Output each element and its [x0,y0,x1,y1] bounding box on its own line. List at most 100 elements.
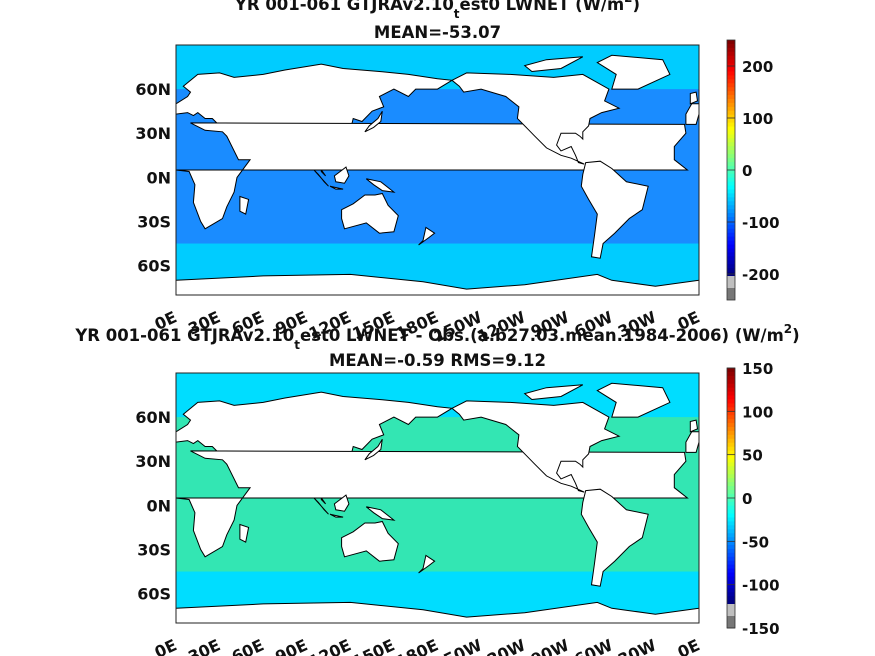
land-mass [580,160,649,259]
colorbar-segment [727,43,735,49]
colorbar-segment [727,264,735,269]
colorbar-segment [727,368,735,373]
colorbar-segment [727,580,735,585]
colorbar-segment [727,556,735,562]
colorbar-segment [727,564,735,570]
y-tick-label: 60S [137,257,171,276]
colorbar-tick-label: -200 [742,266,780,284]
colorbar-segment [727,407,735,412]
land-mass [329,513,344,518]
colorbar-segment [727,454,735,459]
land-mass [341,520,399,562]
colorbar-segment [727,391,735,397]
colorbar-segment [727,51,735,57]
y-tick-label: 0N [146,168,171,187]
colorbar-segment [727,240,735,246]
colorbar-segment [727,501,735,507]
colorbar-segment [727,576,735,581]
colorbar-under-dark [727,616,735,628]
land-mass [685,103,699,125]
colorbar-segment [727,513,735,518]
colorbar-segment [727,185,735,190]
y-tick-label: 30N [135,452,171,471]
colorbar-segment [727,197,735,202]
colorbar-segment [727,154,735,159]
colorbar-segment [727,201,735,206]
colorbar-segment [727,146,735,151]
colorbar-segment [727,521,735,526]
colorbar-segment [727,533,735,538]
colorbar-segment [727,40,735,45]
colorbar-segment [727,87,735,92]
colorbar-segment [727,446,735,452]
colorbar-segment [727,181,735,187]
colorbar-segment [727,399,735,404]
land-mass [365,178,396,193]
colorbar-segment [727,248,735,253]
colorbar-segment [727,260,735,265]
colorbar-segment [727,489,735,495]
chart-title-1: YR 001-061 GTJRAv2.10test0 LWNET (W/m2) [234,0,640,21]
x-tick-label: 150E [349,635,397,656]
colorbar-segment [727,588,735,593]
colorbar-segment [727,209,735,214]
x-tick-label: 30W [615,635,660,656]
colorbar-segment [727,55,735,61]
colorbar-tick-label: 0 [742,162,752,180]
colorbar-segment [727,220,735,226]
colorbar-tick-label: 200 [742,58,773,76]
colorbar-tick-label: -100 [742,577,780,595]
x-tick-label: 0E [675,635,703,656]
colorbar-segment [727,177,735,183]
colorbar-segment [727,75,735,80]
colorbar-segment [727,462,735,467]
colorbar-segment [727,236,735,242]
land-mass [329,185,344,190]
land-mass [365,506,396,521]
colorbar-segment [727,244,735,249]
colorbar-segment [727,434,735,440]
colorbar-segment [727,256,735,261]
colorbar-segment [727,548,735,554]
land-mass [451,72,621,165]
colorbar-segment [727,509,735,515]
colorbar-segment [727,224,735,230]
colorbar-tick-label: 100 [742,110,773,128]
colorbar-segment [727,371,735,377]
colorbar-segment [727,529,735,534]
land-mass [523,384,584,401]
plot-frame [175,44,700,296]
colorbar-tick-label: -100 [742,214,780,232]
colorbar-segment [727,438,735,444]
land-mass [689,91,699,105]
colorbar-segment [727,430,735,436]
colorbar-segment [727,268,735,273]
colorbar-segment [727,59,735,65]
colorbar-segment [727,525,735,530]
colorbar-segment [727,466,735,471]
colorbar-segment [727,537,735,542]
x-tick-label: 150W [430,635,485,656]
x-tick-label: 120E [306,635,354,656]
x-tick-label: 120W [474,635,529,656]
plot-frame [175,372,700,624]
land-mass [239,523,250,543]
colorbar-segment [727,450,735,456]
land-mass [313,169,329,187]
map-panel-1 [176,45,699,295]
colorbar-segment [727,423,735,428]
land-mass [418,226,436,246]
colorbar-segment [727,91,735,96]
x-tick-label: 90E [272,635,310,656]
colorbar-segment [727,252,735,257]
colorbar-segment [727,560,735,566]
colorbar-segment [727,106,735,112]
colorbar-segment [727,102,735,108]
colorbar-segment [727,572,735,577]
colorbar-segment [727,169,735,175]
colorbar-under-light [727,604,735,616]
x-tick-label: 60E [229,635,267,656]
colorbar-segment [727,427,735,432]
colorbar-segment [727,47,735,53]
